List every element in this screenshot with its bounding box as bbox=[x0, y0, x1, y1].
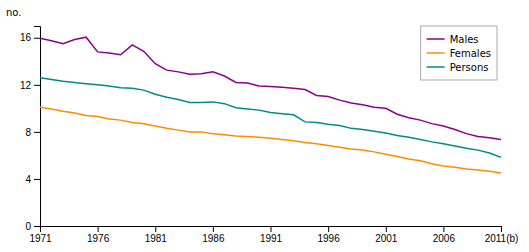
y-tick-label: 12 bbox=[20, 80, 32, 91]
x-tick: 2001 bbox=[375, 226, 398, 244]
legend-swatch bbox=[427, 66, 445, 68]
y-tick: 8 bbox=[25, 127, 40, 138]
y-tick-mark bbox=[34, 132, 40, 133]
x-axis-line bbox=[41, 227, 502, 233]
y-tick-label: 8 bbox=[25, 127, 31, 138]
x-tick-mark bbox=[98, 226, 99, 232]
series-line bbox=[40, 78, 501, 157]
x-tick-label: 1986 bbox=[202, 233, 225, 244]
y-axis: 0 4 8 12 16 bbox=[20, 27, 41, 232]
x-tick-label: 1971 bbox=[29, 233, 52, 244]
x-tick-mark bbox=[501, 226, 502, 232]
x-tick-label: 1996 bbox=[318, 233, 341, 244]
y-tick: 16 bbox=[20, 32, 40, 43]
y-tick-mark bbox=[34, 38, 40, 39]
x-tick: 1986 bbox=[202, 226, 225, 244]
y-tick-label: 16 bbox=[20, 32, 32, 43]
legend-label: Persons bbox=[450, 62, 489, 73]
x-tick-label: 2006 bbox=[433, 233, 456, 244]
legend: Males Females Persons bbox=[421, 26, 497, 80]
x-tick: 1976 bbox=[87, 226, 110, 244]
y-tick-mark bbox=[34, 85, 40, 86]
legend-entry: Females bbox=[427, 48, 491, 59]
x-tick-mark bbox=[386, 226, 387, 232]
legend-entry: Males bbox=[427, 34, 479, 45]
x-tick-label: 1976 bbox=[87, 233, 110, 244]
x-tick-mark bbox=[443, 226, 444, 232]
y-tick: 12 bbox=[20, 80, 40, 91]
y-tick-label: 0 bbox=[25, 221, 31, 232]
x-tick: 2011(b) bbox=[485, 226, 519, 244]
x-axis: 1971 1976 1981 1986 1991 1996 2001 2006 2011(b) bbox=[29, 226, 518, 244]
y-tick: 4 bbox=[25, 174, 40, 185]
x-tick: 2006 bbox=[433, 226, 456, 244]
y-axis-line bbox=[34, 27, 41, 227]
y-tick-mark bbox=[34, 179, 40, 180]
legend-swatch bbox=[427, 52, 445, 54]
legend-box bbox=[421, 26, 497, 80]
x-tick-label: 2001 bbox=[375, 233, 398, 244]
x-tick-mark bbox=[271, 226, 272, 232]
legend-label: Males bbox=[450, 34, 479, 45]
legend-swatch bbox=[427, 38, 445, 40]
x-tick-label: 1981 bbox=[145, 233, 168, 244]
x-tick-mark bbox=[328, 226, 329, 232]
x-tick-label: 2011(b) bbox=[485, 233, 519, 244]
y-tick: 0 bbox=[25, 221, 40, 232]
lines bbox=[40, 37, 501, 173]
x-tick-mark bbox=[213, 226, 214, 232]
series-line bbox=[40, 37, 501, 139]
x-tick: 1971 bbox=[29, 226, 52, 244]
x-tick: 1981 bbox=[145, 226, 168, 244]
x-tick: 1991 bbox=[260, 226, 283, 244]
plot: 1971 1976 1981 1986 1991 1996 2001 2006 2011(b) 0… bbox=[6, 7, 518, 244]
chart: 1971 1976 1981 1986 1991 1996 2001 2006 2011(b) 0… bbox=[0, 0, 529, 252]
y-axis-label: no. bbox=[6, 7, 21, 18]
x-tick-mark bbox=[155, 226, 156, 232]
y-tick-mark bbox=[34, 226, 40, 227]
series-line bbox=[40, 107, 501, 173]
legend-label: Females bbox=[450, 48, 491, 59]
x-tick: 1996 bbox=[318, 226, 341, 244]
y-tick-label: 4 bbox=[25, 174, 31, 185]
x-tick-label: 1991 bbox=[260, 233, 283, 244]
legend-entry: Persons bbox=[427, 62, 489, 73]
